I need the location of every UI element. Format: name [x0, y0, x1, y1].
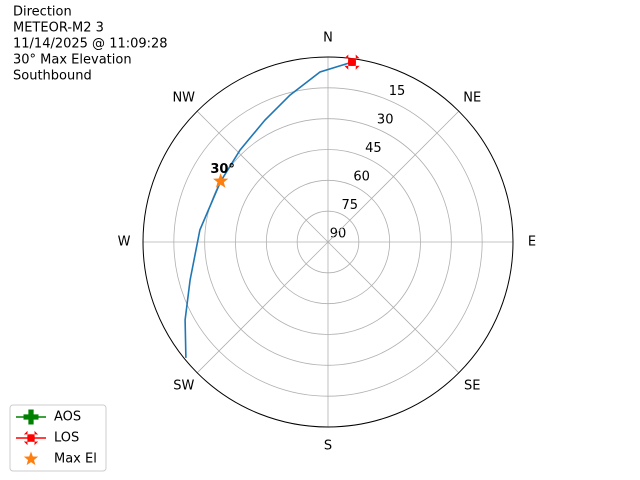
r-tick-label: 75 — [342, 198, 359, 213]
theta-tick-label: SW — [173, 379, 194, 394]
legend-label: LOS — [54, 431, 79, 446]
theta-tick-label: NE — [463, 90, 481, 105]
r-tick-label: 60 — [353, 170, 370, 185]
r-tick-label: 30 — [377, 113, 394, 128]
marker — [213, 173, 229, 188]
theta-tick-label: NW — [172, 90, 195, 105]
marker — [23, 430, 39, 446]
title-line: Southbound — [13, 69, 92, 84]
grid-spoke — [327, 110, 460, 243]
outer-frame — [142, 56, 514, 428]
theta-tick-label: S — [324, 439, 332, 454]
theta-tick-label: E — [528, 235, 536, 250]
title-line: 11/14/2025 @ 11:09:28 — [13, 37, 168, 52]
grid-spoke — [327, 241, 460, 374]
point-label: 30° — [210, 162, 235, 177]
legend-label: AOS — [54, 410, 81, 425]
title-line: METEOR-M2 3 — [13, 21, 104, 36]
legend-frame — [9, 404, 107, 472]
track-line — [184, 61, 353, 358]
legend-label: Max El — [54, 452, 97, 467]
theta-tick-label: W — [118, 235, 131, 250]
marker — [23, 409, 39, 425]
title-line: 30° Max Elevation — [13, 53, 132, 68]
r-tick-label: 15 — [389, 84, 406, 99]
grid-spoke — [196, 110, 329, 243]
title-line: Direction — [13, 5, 72, 20]
marker — [23, 451, 39, 466]
marker — [344, 54, 360, 70]
legend: AOS LOS Max El — [9, 404, 107, 472]
r-tick-label: 90 — [330, 227, 347, 242]
r-tick-label: 45 — [365, 141, 382, 156]
theta-tick-label: SE — [464, 379, 480, 394]
theta-tick-label: N — [323, 31, 333, 46]
grid-spoke — [196, 241, 329, 374]
